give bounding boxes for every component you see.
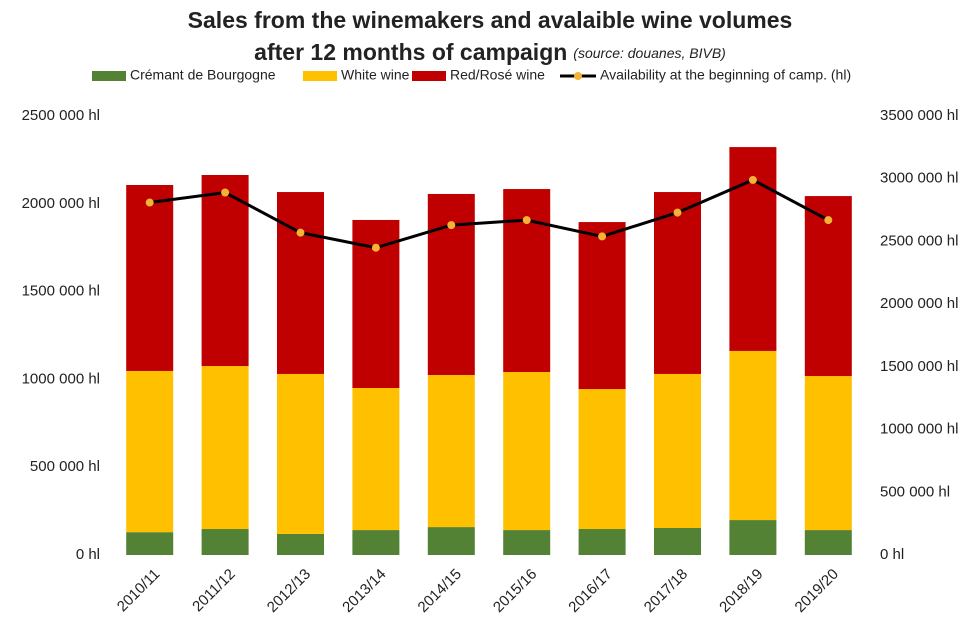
bar [201,175,249,367]
x-tick-label: 2010/11 [114,566,164,616]
line-marker [673,208,682,217]
bar [729,350,777,521]
y2-tick-label: 1000 000 hl [880,421,958,438]
y2-tick-label: 2500 000 hl [880,232,958,249]
line-marker [522,216,531,225]
legend-swatch [412,71,446,81]
bar [277,373,324,534]
legend-label: Red/Rosé wine [450,67,545,83]
x-tick-label: 2011/12 [189,566,239,616]
chart-title-line: after 12 months of campaign [254,39,567,65]
line [149,178,830,250]
line-marker [145,198,154,207]
bar [427,375,475,528]
bar [427,527,475,555]
y-tick-label: 500 000 hl [30,458,100,475]
bar [352,530,400,555]
y2-tick-label: 3500 000 hl [880,107,958,124]
x-tick-label: 2015/16 [490,566,540,616]
chart-title: after 12 months of campaign (source: doua… [254,39,726,65]
bar [126,370,174,533]
y-tick-label: 1000 000 hl [22,370,100,387]
legend-label: White wine [341,67,410,83]
line-marker [221,188,230,197]
bar [352,388,400,531]
bar [654,192,701,374]
bar [277,533,324,555]
line-marker [824,216,833,225]
line-marker [447,221,456,230]
y2-tick-label: 500 000 hl [880,483,950,500]
bar [729,520,777,555]
bar [804,196,852,377]
bar [804,530,852,555]
legend-label: Availability at the beginning of camp. (… [600,67,851,83]
legend-label: Crémant de Bourgogne [130,67,276,83]
bar [126,185,174,371]
y2-tick-label: 1500 000 hl [880,358,958,375]
legend-swatch [303,71,337,81]
y-tick-label: 2500 000 hl [22,107,100,124]
chart-subtitle: (source: douanes, BIVB) [573,45,726,61]
bar [654,527,701,555]
bar [578,222,626,390]
bar [277,192,324,374]
y2-tick-label: 2000 000 hl [880,295,958,312]
bar [578,529,626,555]
y-tick-label: 2000 000 hl [22,195,100,212]
x-tick-label: 2014/15 [415,566,465,616]
line-marker [748,175,757,184]
chart-title: Sales from the winemakers and avalaible … [188,7,793,33]
bar [503,372,551,531]
line-marker [371,243,380,252]
y-tick-label: 0 hl [76,546,100,563]
bar [126,532,174,555]
bar [201,366,249,530]
x-tick-label: 2017/18 [641,566,691,616]
line-marker [296,228,305,237]
x-tick-label: 2019/20 [792,566,842,616]
bar [201,529,249,555]
x-tick-label: 2016/17 [565,566,615,616]
bar [503,530,551,555]
x-tick-label: 2018/19 [716,566,766,616]
y2-tick-label: 0 hl [880,546,904,563]
line-marker [598,232,607,241]
legend-marker [574,72,582,80]
y2-tick-label: 3000 000 hl [880,170,958,187]
bar [804,376,852,531]
legend-swatch [92,71,126,81]
bar [654,373,701,528]
x-tick-label: 2013/14 [339,566,389,616]
x-tick-label: 2012/13 [264,566,314,616]
y-tick-label: 1500 000 hl [22,283,100,300]
bar [578,389,626,530]
